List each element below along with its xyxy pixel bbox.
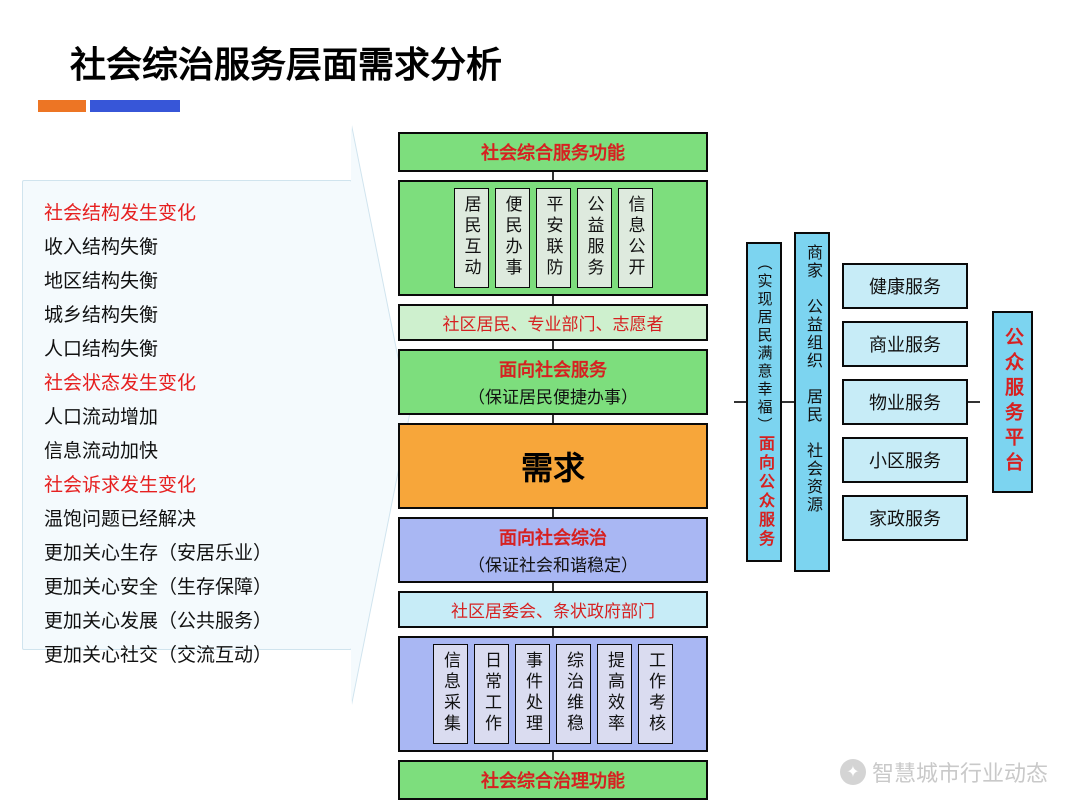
- actors-top: 社区居民、专业部门、志愿者: [398, 304, 708, 341]
- top-header: 社会综合服务功能: [398, 132, 708, 172]
- driver-line: 收入结构失衡: [44, 232, 272, 259]
- driver-line: 人口结构失衡: [44, 334, 272, 361]
- driver-line: 城乡结构失衡: [44, 300, 272, 327]
- govern-item: 提高效率: [597, 644, 632, 744]
- public-service-item: 物业服务: [842, 379, 968, 425]
- public-service-item: 家政服务: [842, 495, 968, 541]
- public-service-item: 商业服务: [842, 321, 968, 367]
- service-item: 公益服务: [577, 188, 612, 288]
- need-box: 需求: [398, 423, 708, 509]
- service-list: 健康服务商业服务物业服务小区服务家政服务: [842, 263, 968, 541]
- connector-line: [734, 401, 746, 403]
- accent-bar-blue: [90, 100, 180, 112]
- public-service-item: 健康服务: [842, 263, 968, 309]
- govern-item: 综治维稳: [556, 644, 591, 744]
- connector-line: [552, 172, 554, 180]
- connector-line: [552, 415, 554, 423]
- driver-line: 更加关心发展（公共服务）: [44, 606, 272, 633]
- driver-line: 更加关心社交（交流互动）: [44, 640, 272, 667]
- connector-line: [552, 752, 554, 760]
- public-service-strip: （实现居民满意幸福） 面向公众服务: [746, 242, 782, 562]
- driver-line: 地区结构失衡: [44, 266, 272, 293]
- connector-line: [552, 296, 554, 304]
- govern-item: 信息采集: [433, 644, 468, 744]
- right-column: （实现居民满意幸福） 面向公众服务 商家 公益组织 居民 社会资源 健康服务商业…: [734, 232, 1033, 572]
- connector-line: [782, 401, 794, 403]
- wechat-icon: ✦: [840, 759, 866, 785]
- connector-line: [552, 341, 554, 349]
- govern-box: 面向社会综治 （保证社会和谐稳定）: [398, 517, 708, 583]
- connector-line: [552, 583, 554, 591]
- driver-line: 更加关心生存（安居乐业）: [44, 538, 272, 565]
- drivers-arrow-panel: 社会结构发生变化收入结构失衡地区结构失衡城乡结构失衡人口结构失衡社会状态发生变化…: [22, 180, 352, 650]
- public-platform: 公众服务平台: [992, 311, 1033, 493]
- connector-line: [968, 401, 980, 403]
- page-title: 社会综治服务层面需求分析: [70, 36, 502, 88]
- service-item: 便民办事: [495, 188, 530, 288]
- actors-bottom: 社区居委会、条状政府部门: [398, 591, 708, 628]
- watermark: ✦ 智慧城市行业动态: [840, 756, 1048, 788]
- drivers-list: 社会结构发生变化收入结构失衡地区结构失衡城乡结构失衡人口结构失衡社会状态发生变化…: [44, 198, 272, 667]
- service-item: 平安联防: [536, 188, 571, 288]
- driver-line: 人口流动增加: [44, 402, 272, 429]
- bottom-header: 社会综合治理功能: [398, 760, 708, 800]
- driver-line: 信息流动加快: [44, 436, 272, 463]
- driver-line: 社会状态发生变化: [44, 368, 272, 395]
- top-service-row: 居民互动便民办事平安联防公益服务信息公开: [398, 180, 708, 296]
- connector-line: [552, 628, 554, 636]
- resources-strip: 商家 公益组织 居民 社会资源: [794, 232, 830, 572]
- center-column: 社会综合服务功能 居民互动便民办事平安联防公益服务信息公开 社区居民、专业部门、…: [398, 132, 708, 800]
- bottom-govern-row: 信息采集日常工作事件处理综治维稳提高效率工作考核: [398, 636, 708, 752]
- govern-item: 工作考核: [638, 644, 673, 744]
- service-box: 面向社会服务 （保证居民便捷办事）: [398, 349, 708, 415]
- driver-line: 更加关心安全（生存保障）: [44, 572, 272, 599]
- driver-line: 社会诉求发生变化: [44, 470, 272, 497]
- accent-bars: [38, 100, 180, 112]
- driver-line: 社会结构发生变化: [44, 198, 272, 225]
- accent-bar-orange: [38, 100, 86, 112]
- govern-item: 日常工作: [474, 644, 509, 744]
- connector-line: [552, 509, 554, 517]
- public-service-item: 小区服务: [842, 437, 968, 483]
- driver-line: 温饱问题已经解决: [44, 504, 272, 531]
- service-item: 居民互动: [454, 188, 489, 288]
- govern-item: 事件处理: [515, 644, 550, 744]
- service-item: 信息公开: [618, 188, 653, 288]
